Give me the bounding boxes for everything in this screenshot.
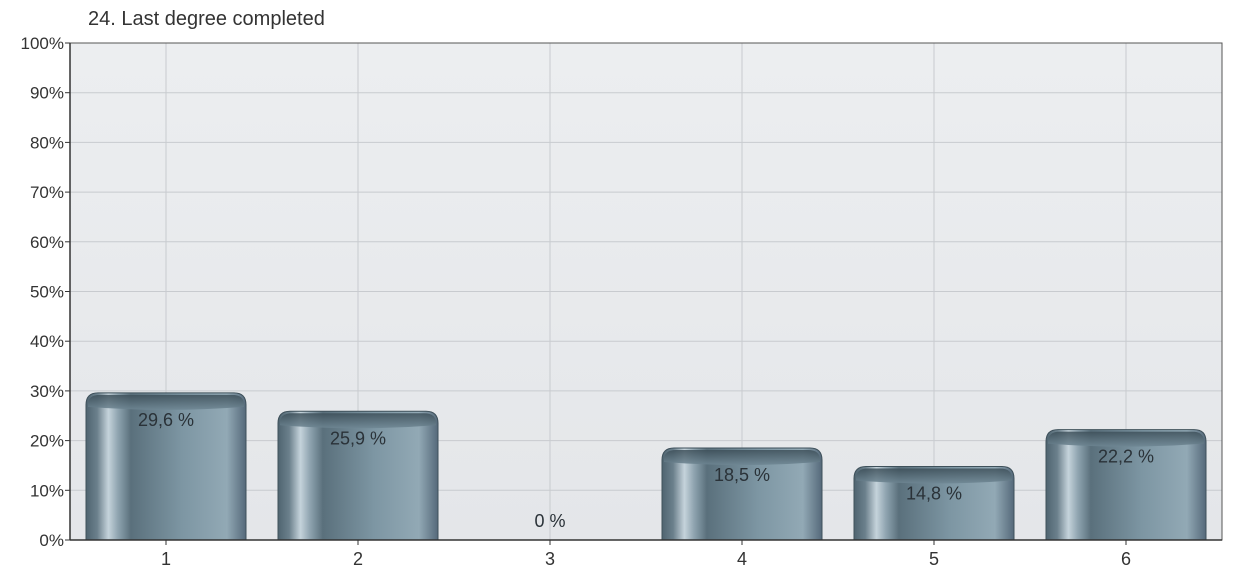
bar [1045,429,1207,541]
bar-cap [88,394,244,410]
x-tick-label: 3 [545,549,555,569]
x-tick-label: 4 [737,549,747,569]
bar-value-label: 22,2 % [1098,447,1154,467]
bar-value-label: 25,9 % [330,428,386,448]
x-tick-label: 1 [161,549,171,569]
bar-cap [1048,431,1204,447]
x-tick-label: 2 [353,549,363,569]
y-tick-label: 30% [30,382,64,401]
bar-body [853,465,1015,541]
bar [853,465,1015,541]
y-tick-label: 40% [30,332,64,351]
y-tick-label: 10% [30,481,64,500]
y-tick-label: 90% [30,84,64,103]
y-tick-label: 80% [30,133,64,152]
y-tick-label: 60% [30,233,64,252]
bar [277,410,439,541]
bar-cap [664,450,820,466]
bar-body [661,447,823,541]
bar [85,392,247,541]
y-tick-label: 70% [30,183,64,202]
bar-cap [856,468,1012,484]
bar-cap [280,413,436,429]
chart-title: 24. Last degree completed [88,8,325,30]
bar-body [277,410,439,541]
bar-body [85,392,247,541]
bar-value-label: 14,8 % [906,483,962,503]
y-tick-label: 20% [30,432,64,451]
x-tick-label: 5 [929,549,939,569]
bar-value-label: 0 % [534,511,565,531]
x-tick-label: 6 [1121,549,1131,569]
y-tick-label: 0% [39,531,64,550]
bar [661,447,823,541]
bar-value-label: 18,5 % [714,465,770,485]
y-tick-label: 50% [30,283,64,302]
bar-body [1045,429,1207,541]
y-tick-label: 100% [21,34,64,53]
bar-value-label: 29,6 % [138,410,194,430]
